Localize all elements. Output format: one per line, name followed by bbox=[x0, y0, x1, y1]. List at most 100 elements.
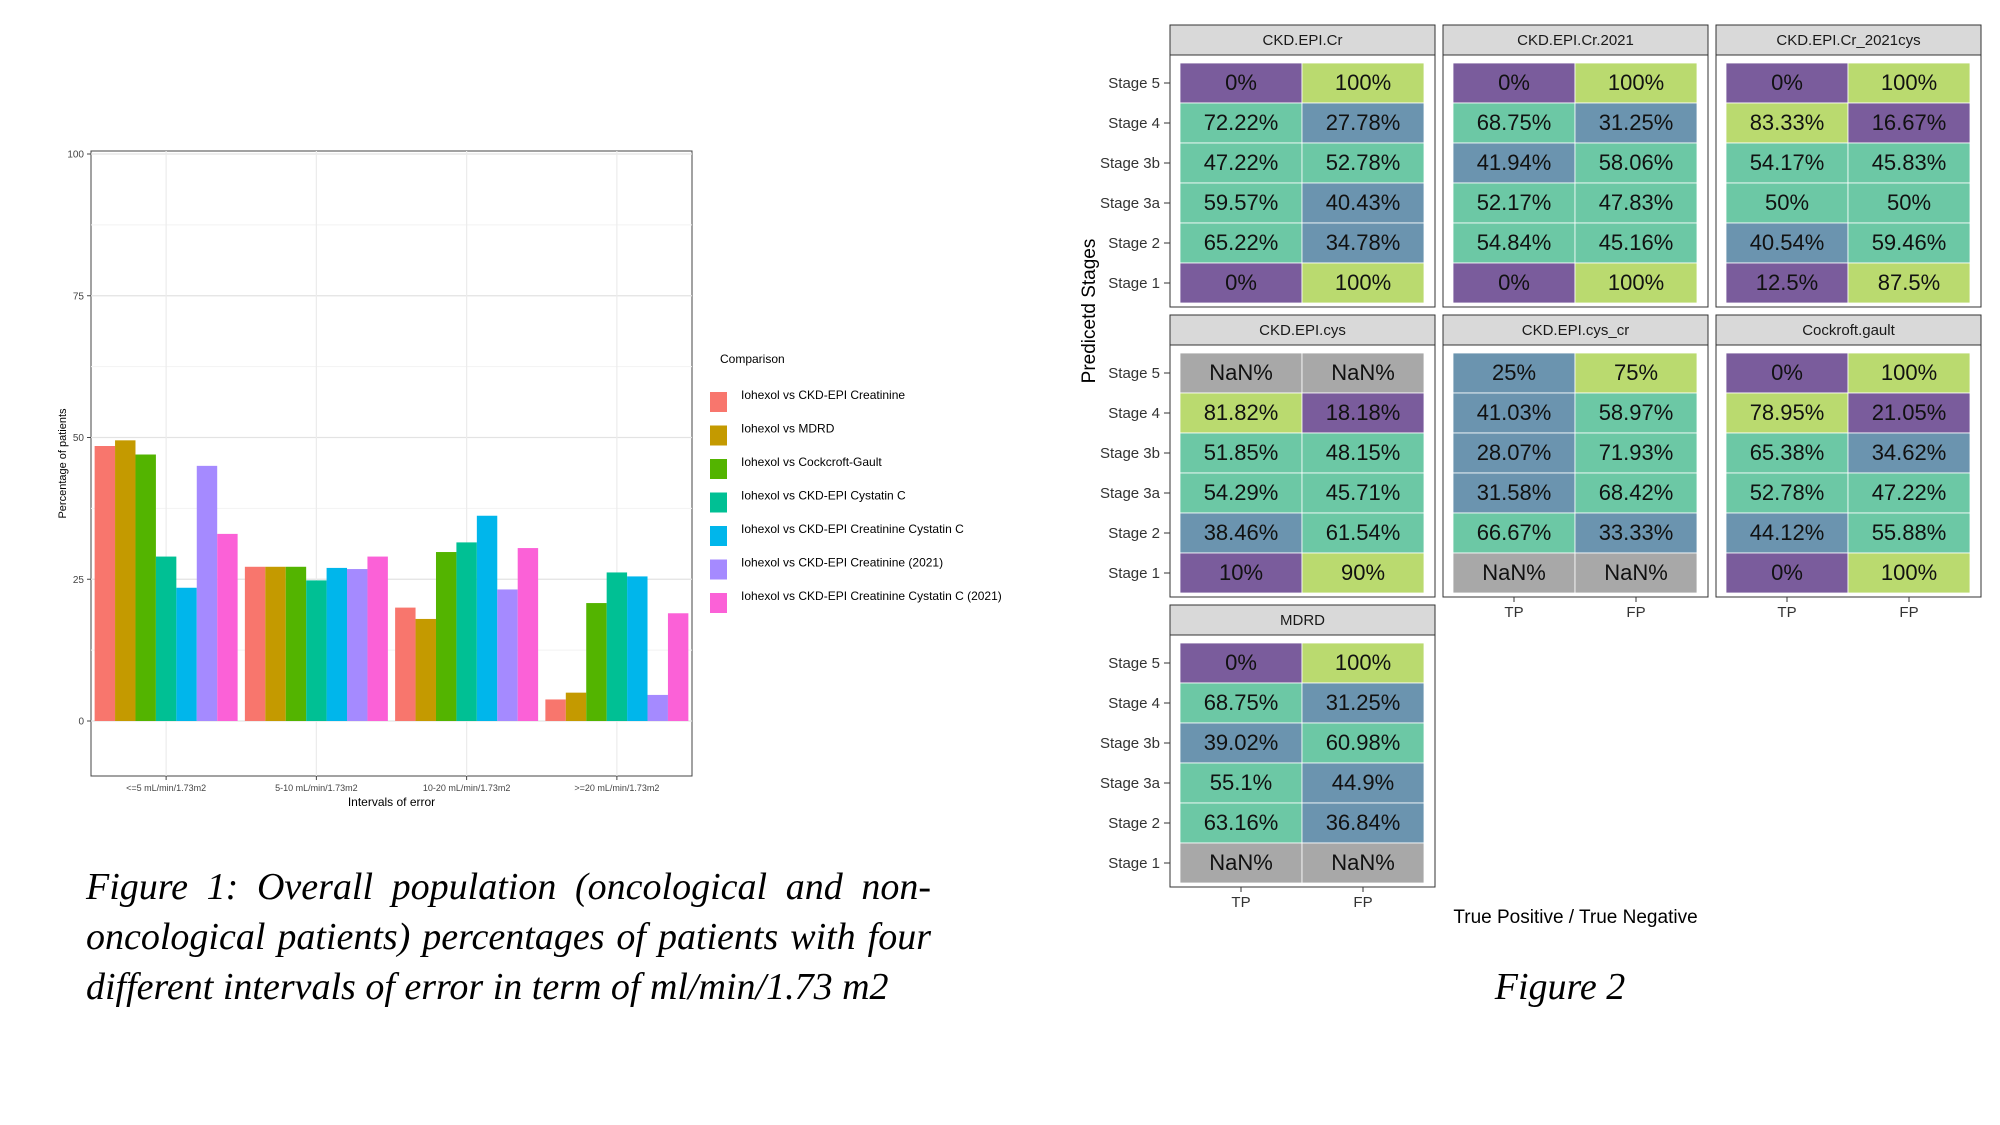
cell-label: 0% bbox=[1771, 360, 1803, 385]
heat-cell bbox=[1725, 512, 1849, 554]
cell-label: 0% bbox=[1225, 650, 1257, 675]
cell-label: 12.5% bbox=[1756, 270, 1818, 295]
heat-cell bbox=[1725, 262, 1849, 304]
heat-cell bbox=[1574, 472, 1698, 514]
cell-label: 83.33% bbox=[1750, 110, 1825, 135]
tick-label-y: Stage 1 bbox=[1108, 275, 1160, 292]
heat-cell bbox=[1179, 682, 1303, 724]
tick-label-y: 0 bbox=[78, 717, 84, 728]
bar bbox=[517, 548, 539, 721]
cell-label: 28.07% bbox=[1477, 440, 1552, 465]
heat-cell bbox=[1179, 62, 1303, 104]
y-axis-label: Predicetd Stages bbox=[1079, 239, 1100, 384]
cell-label: 21.05% bbox=[1872, 400, 1947, 425]
tick-label-x: TP bbox=[1231, 894, 1250, 911]
heat-cell bbox=[1574, 222, 1698, 264]
bar bbox=[606, 572, 628, 721]
heat-cell bbox=[1847, 142, 1971, 184]
panel-strip bbox=[1169, 314, 1436, 346]
legend-swatch bbox=[710, 392, 727, 412]
cell-label: 40.43% bbox=[1326, 190, 1401, 215]
bar bbox=[135, 454, 156, 721]
tick-label-y: 50 bbox=[73, 433, 85, 444]
tick-label-y: Stage 2 bbox=[1108, 235, 1160, 252]
panel-strip bbox=[1169, 604, 1436, 636]
heat-cell bbox=[1574, 102, 1698, 144]
tick-label-x: >=20 mL/min/1.73m2 bbox=[574, 783, 659, 793]
heat-cell bbox=[1574, 182, 1698, 224]
cell-label: 68.75% bbox=[1204, 690, 1279, 715]
tick-label-y: Stage 1 bbox=[1108, 855, 1160, 872]
cell-label: 68.75% bbox=[1477, 110, 1552, 135]
heat-cell bbox=[1847, 352, 1971, 394]
tick-label-y: 100 bbox=[67, 150, 84, 161]
legend-swatch bbox=[710, 593, 727, 613]
bar bbox=[435, 552, 457, 721]
panel-title: CKD.EPI.Cr bbox=[1262, 32, 1342, 49]
legend-label: Iohexol vs MDRD bbox=[741, 422, 835, 436]
bar bbox=[115, 440, 136, 721]
y-axis-label: Percentage of patients bbox=[57, 408, 69, 519]
tick-label-x: 5-10 mL/min/1.73m2 bbox=[275, 783, 358, 793]
cell-label: 58.06% bbox=[1599, 150, 1674, 175]
cell-label: 27.78% bbox=[1326, 110, 1401, 135]
heat-cell bbox=[1847, 432, 1971, 474]
legend-swatch bbox=[710, 559, 727, 580]
tick-label-y: Stage 3a bbox=[1100, 485, 1161, 502]
bar bbox=[306, 580, 327, 721]
bar bbox=[456, 542, 477, 721]
bar bbox=[367, 556, 388, 721]
heat-cell bbox=[1301, 62, 1425, 104]
legend-label: Iohexol vs CKD-EPI Cystatin C bbox=[741, 489, 906, 503]
cell-label: 48.15% bbox=[1326, 440, 1401, 465]
heat-cell bbox=[1452, 102, 1576, 144]
cell-label: 0% bbox=[1771, 560, 1803, 585]
figure2-heatmap-grid: CKD.EPI.Cr 0% 100% Stage 5 72.22% 27.78% Stage… bbox=[1079, 24, 1982, 928]
cell-label: 66.67% bbox=[1477, 520, 1552, 545]
heat-cell bbox=[1574, 62, 1698, 104]
heat-cell bbox=[1725, 102, 1849, 144]
heat-cell bbox=[1179, 842, 1303, 884]
heat-cell bbox=[1847, 222, 1971, 264]
bar bbox=[586, 603, 607, 721]
cell-label: 44.12% bbox=[1750, 520, 1825, 545]
cell-label: 58.97% bbox=[1599, 400, 1674, 425]
heat-cell bbox=[1301, 552, 1425, 594]
cell-label: NaN% bbox=[1331, 360, 1395, 385]
heat-cell bbox=[1452, 552, 1576, 594]
heat-cell bbox=[1179, 222, 1303, 264]
cell-label: 65.22% bbox=[1204, 230, 1279, 255]
tick-label-x: 10-20 mL/min/1.73m2 bbox=[423, 783, 511, 793]
tick-label-y: Stage 3b bbox=[1100, 445, 1160, 462]
cell-label: 100% bbox=[1881, 560, 1937, 585]
cell-label: 54.17% bbox=[1750, 150, 1825, 175]
heat-cell bbox=[1452, 512, 1576, 554]
bar bbox=[176, 587, 197, 721]
heat-cell bbox=[1725, 352, 1849, 394]
cell-label: 100% bbox=[1881, 360, 1937, 385]
panel-title: CKD.EPI.Cr.2021 bbox=[1517, 32, 1634, 49]
heat-cell bbox=[1301, 512, 1425, 554]
heat-cell bbox=[1179, 262, 1303, 304]
cell-label: 52.17% bbox=[1477, 190, 1552, 215]
heat-cell bbox=[1301, 432, 1425, 474]
panel-title: CKD.EPI.cys bbox=[1259, 322, 1346, 339]
heat-cell bbox=[1179, 392, 1303, 434]
tick-label-x: FP bbox=[1353, 894, 1372, 911]
cell-label: 36.84% bbox=[1326, 810, 1401, 835]
cell-label: 54.84% bbox=[1477, 230, 1552, 255]
cell-label: 16.67% bbox=[1872, 110, 1947, 135]
cell-label: 0% bbox=[1225, 270, 1257, 295]
cell-label: 59.57% bbox=[1204, 190, 1279, 215]
cell-label: 55.1% bbox=[1210, 770, 1272, 795]
bar bbox=[285, 566, 307, 721]
bar bbox=[395, 607, 416, 721]
heat-cell bbox=[1725, 142, 1849, 184]
heat-cell bbox=[1574, 512, 1698, 554]
cell-label: 31.25% bbox=[1326, 690, 1401, 715]
cell-label: 18.18% bbox=[1326, 400, 1401, 425]
tick-label-y: Stage 3b bbox=[1100, 735, 1160, 752]
tick-label-y: Stage 3b bbox=[1100, 155, 1160, 172]
bar bbox=[497, 589, 518, 721]
heat-cell bbox=[1574, 552, 1698, 594]
